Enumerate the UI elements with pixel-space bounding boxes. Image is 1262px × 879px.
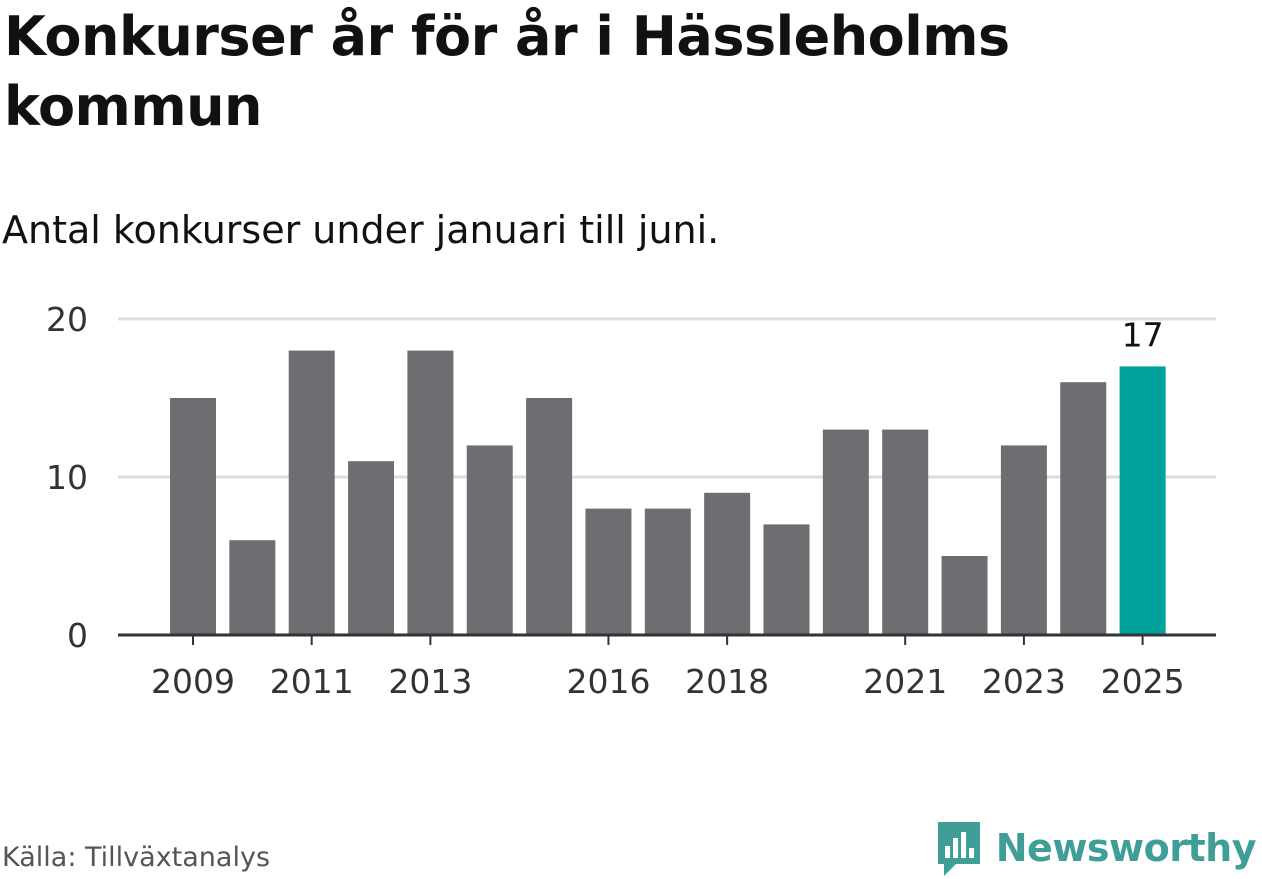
x-tick-label: 2013 <box>388 662 472 701</box>
y-tick-label: 0 <box>67 616 88 655</box>
newsworthy-logo-icon <box>937 822 980 876</box>
x-tick-label: 2025 <box>1101 662 1185 701</box>
x-tick-label: 2021 <box>863 662 947 701</box>
data-labels: 17 <box>1122 315 1164 354</box>
bar-2009 <box>170 398 216 635</box>
brand-name: Newsworthy <box>995 826 1257 870</box>
y-tick-label: 10 <box>46 458 88 497</box>
bar-2024 <box>1060 382 1107 635</box>
bar-2018 <box>704 492 751 635</box>
x-axis-ticks: 2009 2011 2013 2016 2018 2021 2023 2025 <box>151 635 1185 701</box>
bar-2016 <box>585 508 632 635</box>
bar-2020 <box>822 429 869 635</box>
chart-title: Konkurser år för år i Hässleholms kommun <box>4 5 1010 138</box>
x-tick-label: 2023 <box>982 662 1066 701</box>
x-tick-label: 2018 <box>685 662 769 701</box>
x-tick-label: 2011 <box>270 662 354 701</box>
gridlines <box>118 317 1216 479</box>
bar-2023 <box>1000 445 1047 635</box>
source-note: Källa: Tillväxtanalys <box>2 842 271 873</box>
bar-2014 <box>466 445 513 635</box>
bar-2015 <box>526 398 573 635</box>
y-axis-ticks: 0 10 20 <box>46 300 88 655</box>
data-label-2025: 17 <box>1122 315 1164 354</box>
bar-2010 <box>229 540 276 635</box>
x-tick-label: 2016 <box>566 662 650 701</box>
bar-2019 <box>763 524 810 635</box>
chart-subtitle: Antal konkurser under januari till juni. <box>2 208 720 252</box>
brand-logo: Newsworthy <box>934 818 1257 878</box>
bar-2013 <box>407 350 454 635</box>
bar-2012 <box>348 461 395 635</box>
x-tick-label: 2009 <box>151 662 235 701</box>
bar-2011 <box>288 350 335 635</box>
y-tick-label: 20 <box>46 300 88 339</box>
bar-2025 <box>1119 366 1166 635</box>
bar-chart: 0 10 20 2009 2011 2013 2016 2018 2021 2023 2025 1… <box>46 300 1216 701</box>
bar-2021 <box>882 429 929 635</box>
bar-2017 <box>644 508 691 635</box>
bars <box>170 350 1166 635</box>
bar-2022 <box>941 556 988 635</box>
